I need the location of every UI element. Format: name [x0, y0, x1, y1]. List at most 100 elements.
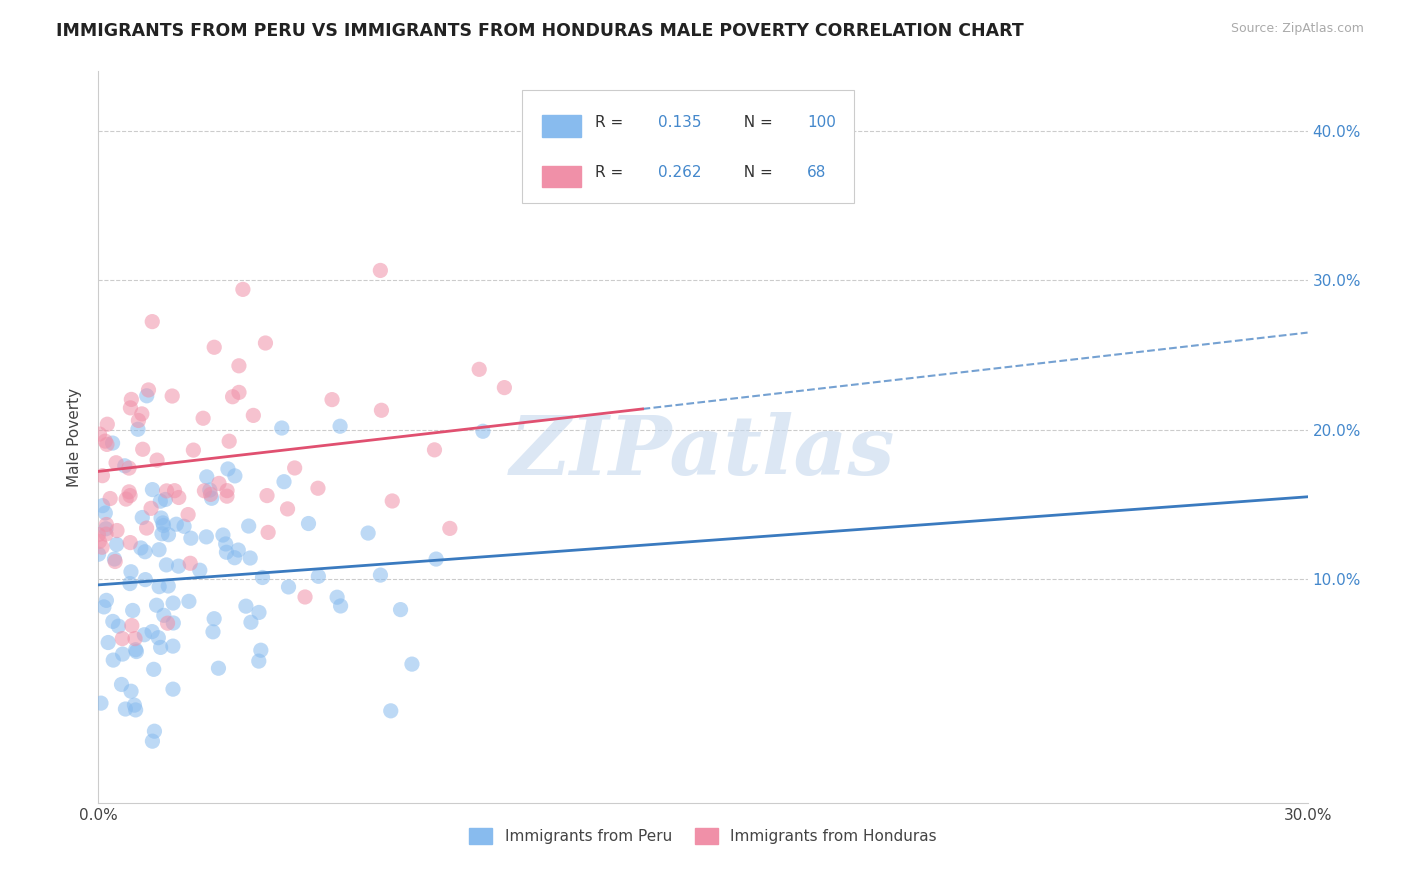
Point [202, 612, 225, 626]
Point [142, 662, 165, 676]
Point [163, 483, 186, 498]
Point [254, 336, 277, 351]
Point [120, 401, 142, 415]
Point [173, 519, 195, 533]
Point [273, 475, 295, 489]
Point [120, 565, 142, 579]
Point [297, 516, 319, 531]
Point [307, 569, 329, 583]
Text: 0.135: 0.135 [658, 115, 702, 130]
Point [284, 461, 307, 475]
Point [127, 413, 149, 427]
Point [228, 385, 250, 400]
Point [277, 502, 299, 516]
Point [381, 494, 404, 508]
Point [195, 530, 218, 544]
Point [252, 570, 274, 584]
Point [177, 594, 200, 608]
Point [149, 640, 172, 655]
Text: R =: R = [595, 165, 628, 180]
Point [124, 703, 146, 717]
Text: N =: N = [734, 115, 778, 130]
Point [370, 403, 392, 417]
Point [439, 521, 461, 535]
Point [149, 494, 172, 508]
Point [198, 483, 221, 497]
Point [193, 483, 215, 498]
Point [232, 282, 254, 296]
Point [239, 615, 262, 630]
Point [235, 599, 257, 614]
Point [191, 411, 214, 425]
Point [87, 527, 110, 541]
FancyBboxPatch shape [522, 90, 855, 203]
Point [94, 506, 117, 520]
Point [307, 481, 329, 495]
Bar [543, 115, 581, 136]
Point [114, 458, 136, 473]
Point [380, 704, 402, 718]
Point [153, 608, 176, 623]
Point [115, 492, 138, 507]
Point [238, 519, 260, 533]
Point [107, 619, 129, 633]
Text: 0.262: 0.262 [658, 165, 702, 180]
Point [215, 489, 238, 503]
Point [141, 734, 163, 748]
Point [357, 526, 380, 541]
Point [96, 437, 118, 451]
Point [96, 517, 118, 532]
Point [148, 542, 170, 557]
Point [425, 552, 447, 566]
Text: 68: 68 [807, 165, 827, 180]
Point [105, 456, 128, 470]
Point [155, 558, 177, 572]
Point [121, 603, 143, 617]
Point [157, 579, 180, 593]
Point [218, 434, 240, 449]
Point [91, 540, 114, 554]
Point [111, 632, 134, 646]
Point [135, 521, 157, 535]
Point [150, 526, 173, 541]
Point [94, 527, 117, 541]
Point [329, 599, 352, 613]
Point [110, 677, 132, 691]
Point [389, 602, 412, 616]
Point [494, 381, 516, 395]
Point [167, 559, 190, 574]
Point [90, 696, 112, 710]
Point [143, 724, 166, 739]
Point [98, 491, 121, 506]
Bar [543, 166, 581, 187]
Point [141, 315, 163, 329]
Point [423, 442, 446, 457]
Point [155, 483, 177, 498]
Point [101, 436, 124, 450]
Point [165, 517, 187, 532]
Text: N =: N = [734, 165, 778, 180]
Point [111, 647, 134, 661]
Point [138, 383, 160, 397]
Point [105, 537, 128, 551]
Point [146, 453, 169, 467]
Point [114, 702, 136, 716]
Point [401, 657, 423, 672]
Point [131, 510, 153, 524]
Point [188, 563, 211, 577]
Point [207, 661, 229, 675]
Point [118, 576, 141, 591]
Point [270, 421, 292, 435]
Point [145, 599, 167, 613]
Point [120, 684, 142, 698]
Point [103, 552, 125, 566]
Point [120, 489, 142, 503]
Point [124, 632, 146, 646]
Point [134, 545, 156, 559]
Point [201, 491, 224, 506]
Point [217, 462, 239, 476]
Point [212, 528, 235, 542]
Legend: Immigrants from Peru, Immigrants from Honduras: Immigrants from Peru, Immigrants from Ho… [464, 822, 942, 850]
Point [87, 547, 110, 561]
Point [294, 590, 316, 604]
